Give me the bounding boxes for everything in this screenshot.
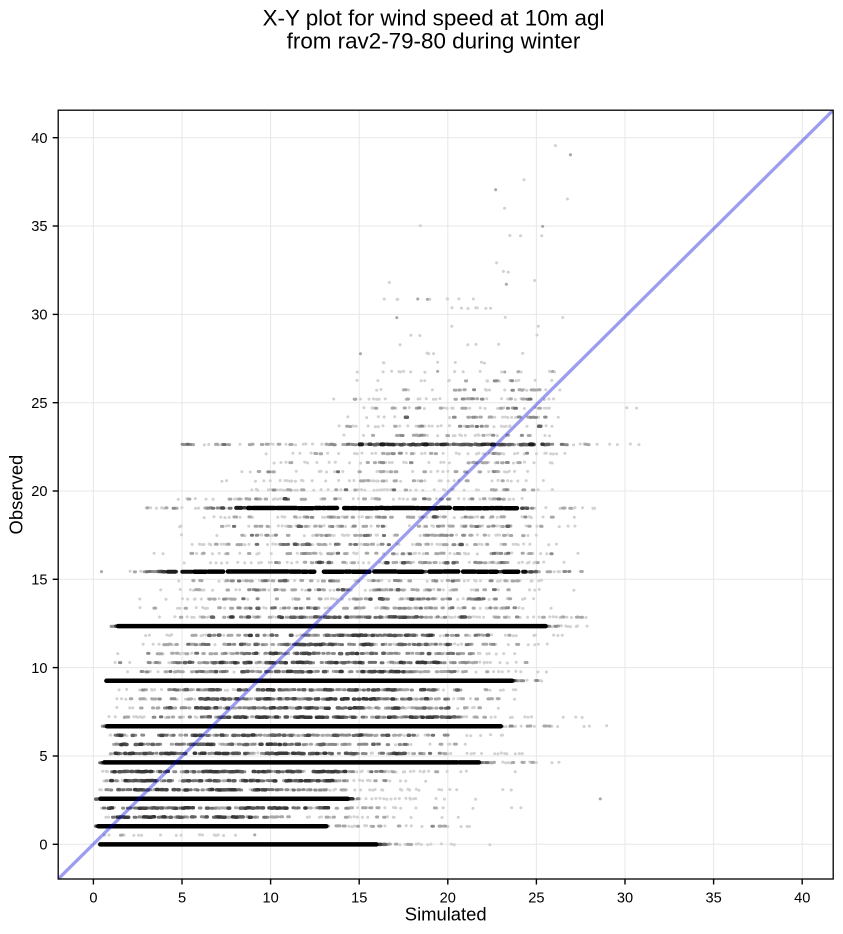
svg-text:Observed: Observed <box>5 455 26 535</box>
svg-text:5: 5 <box>39 749 47 765</box>
svg-text:Simulated: Simulated <box>405 904 487 925</box>
svg-text:35: 35 <box>705 890 721 906</box>
svg-text:25: 25 <box>31 396 47 412</box>
svg-text:0: 0 <box>89 890 97 906</box>
svg-text:30: 30 <box>31 308 47 324</box>
svg-text:10: 10 <box>31 661 47 677</box>
svg-text:30: 30 <box>617 890 633 906</box>
svg-text:5: 5 <box>178 890 186 906</box>
svg-text:40: 40 <box>31 131 47 147</box>
svg-text:0: 0 <box>39 838 47 854</box>
svg-text:15: 15 <box>31 573 47 589</box>
svg-text:20: 20 <box>31 484 47 500</box>
svg-text:10: 10 <box>262 890 278 906</box>
svg-text:from rav2-79-80 during winter: from rav2-79-80 during winter <box>287 28 581 53</box>
svg-text:25: 25 <box>528 890 544 906</box>
svg-text:20: 20 <box>440 890 456 906</box>
svg-text:X-Y plot for wind speed at 10m: X-Y plot for wind speed at 10m agl <box>263 6 605 31</box>
svg-text:35: 35 <box>31 219 47 235</box>
svg-text:40: 40 <box>794 890 810 906</box>
svg-text:15: 15 <box>351 890 367 906</box>
